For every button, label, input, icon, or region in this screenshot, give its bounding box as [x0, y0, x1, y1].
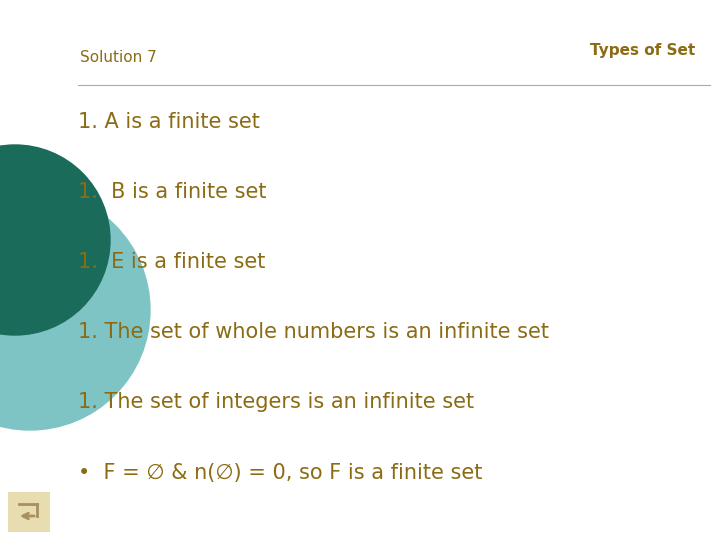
Text: 1.  B is a finite set: 1. B is a finite set	[78, 181, 266, 202]
Text: •  F = ∅ & n(∅) = 0, so F is a finite set: • F = ∅ & n(∅) = 0, so F is a finite set	[78, 462, 482, 483]
Text: Solution 7: Solution 7	[80, 50, 157, 65]
Text: 1. The set of integers is an infinite set: 1. The set of integers is an infinite se…	[78, 392, 474, 413]
Text: Types of Set: Types of Set	[590, 43, 695, 58]
Circle shape	[0, 145, 110, 335]
Bar	[8, 492, 50, 532]
Circle shape	[0, 190, 150, 430]
Text: 1. The set of whole numbers is an infinite set: 1. The set of whole numbers is an infini…	[78, 322, 549, 342]
Text: 1. A is a finite set: 1. A is a finite set	[78, 111, 260, 132]
Text: 1.  E is a finite set: 1. E is a finite set	[78, 252, 266, 272]
